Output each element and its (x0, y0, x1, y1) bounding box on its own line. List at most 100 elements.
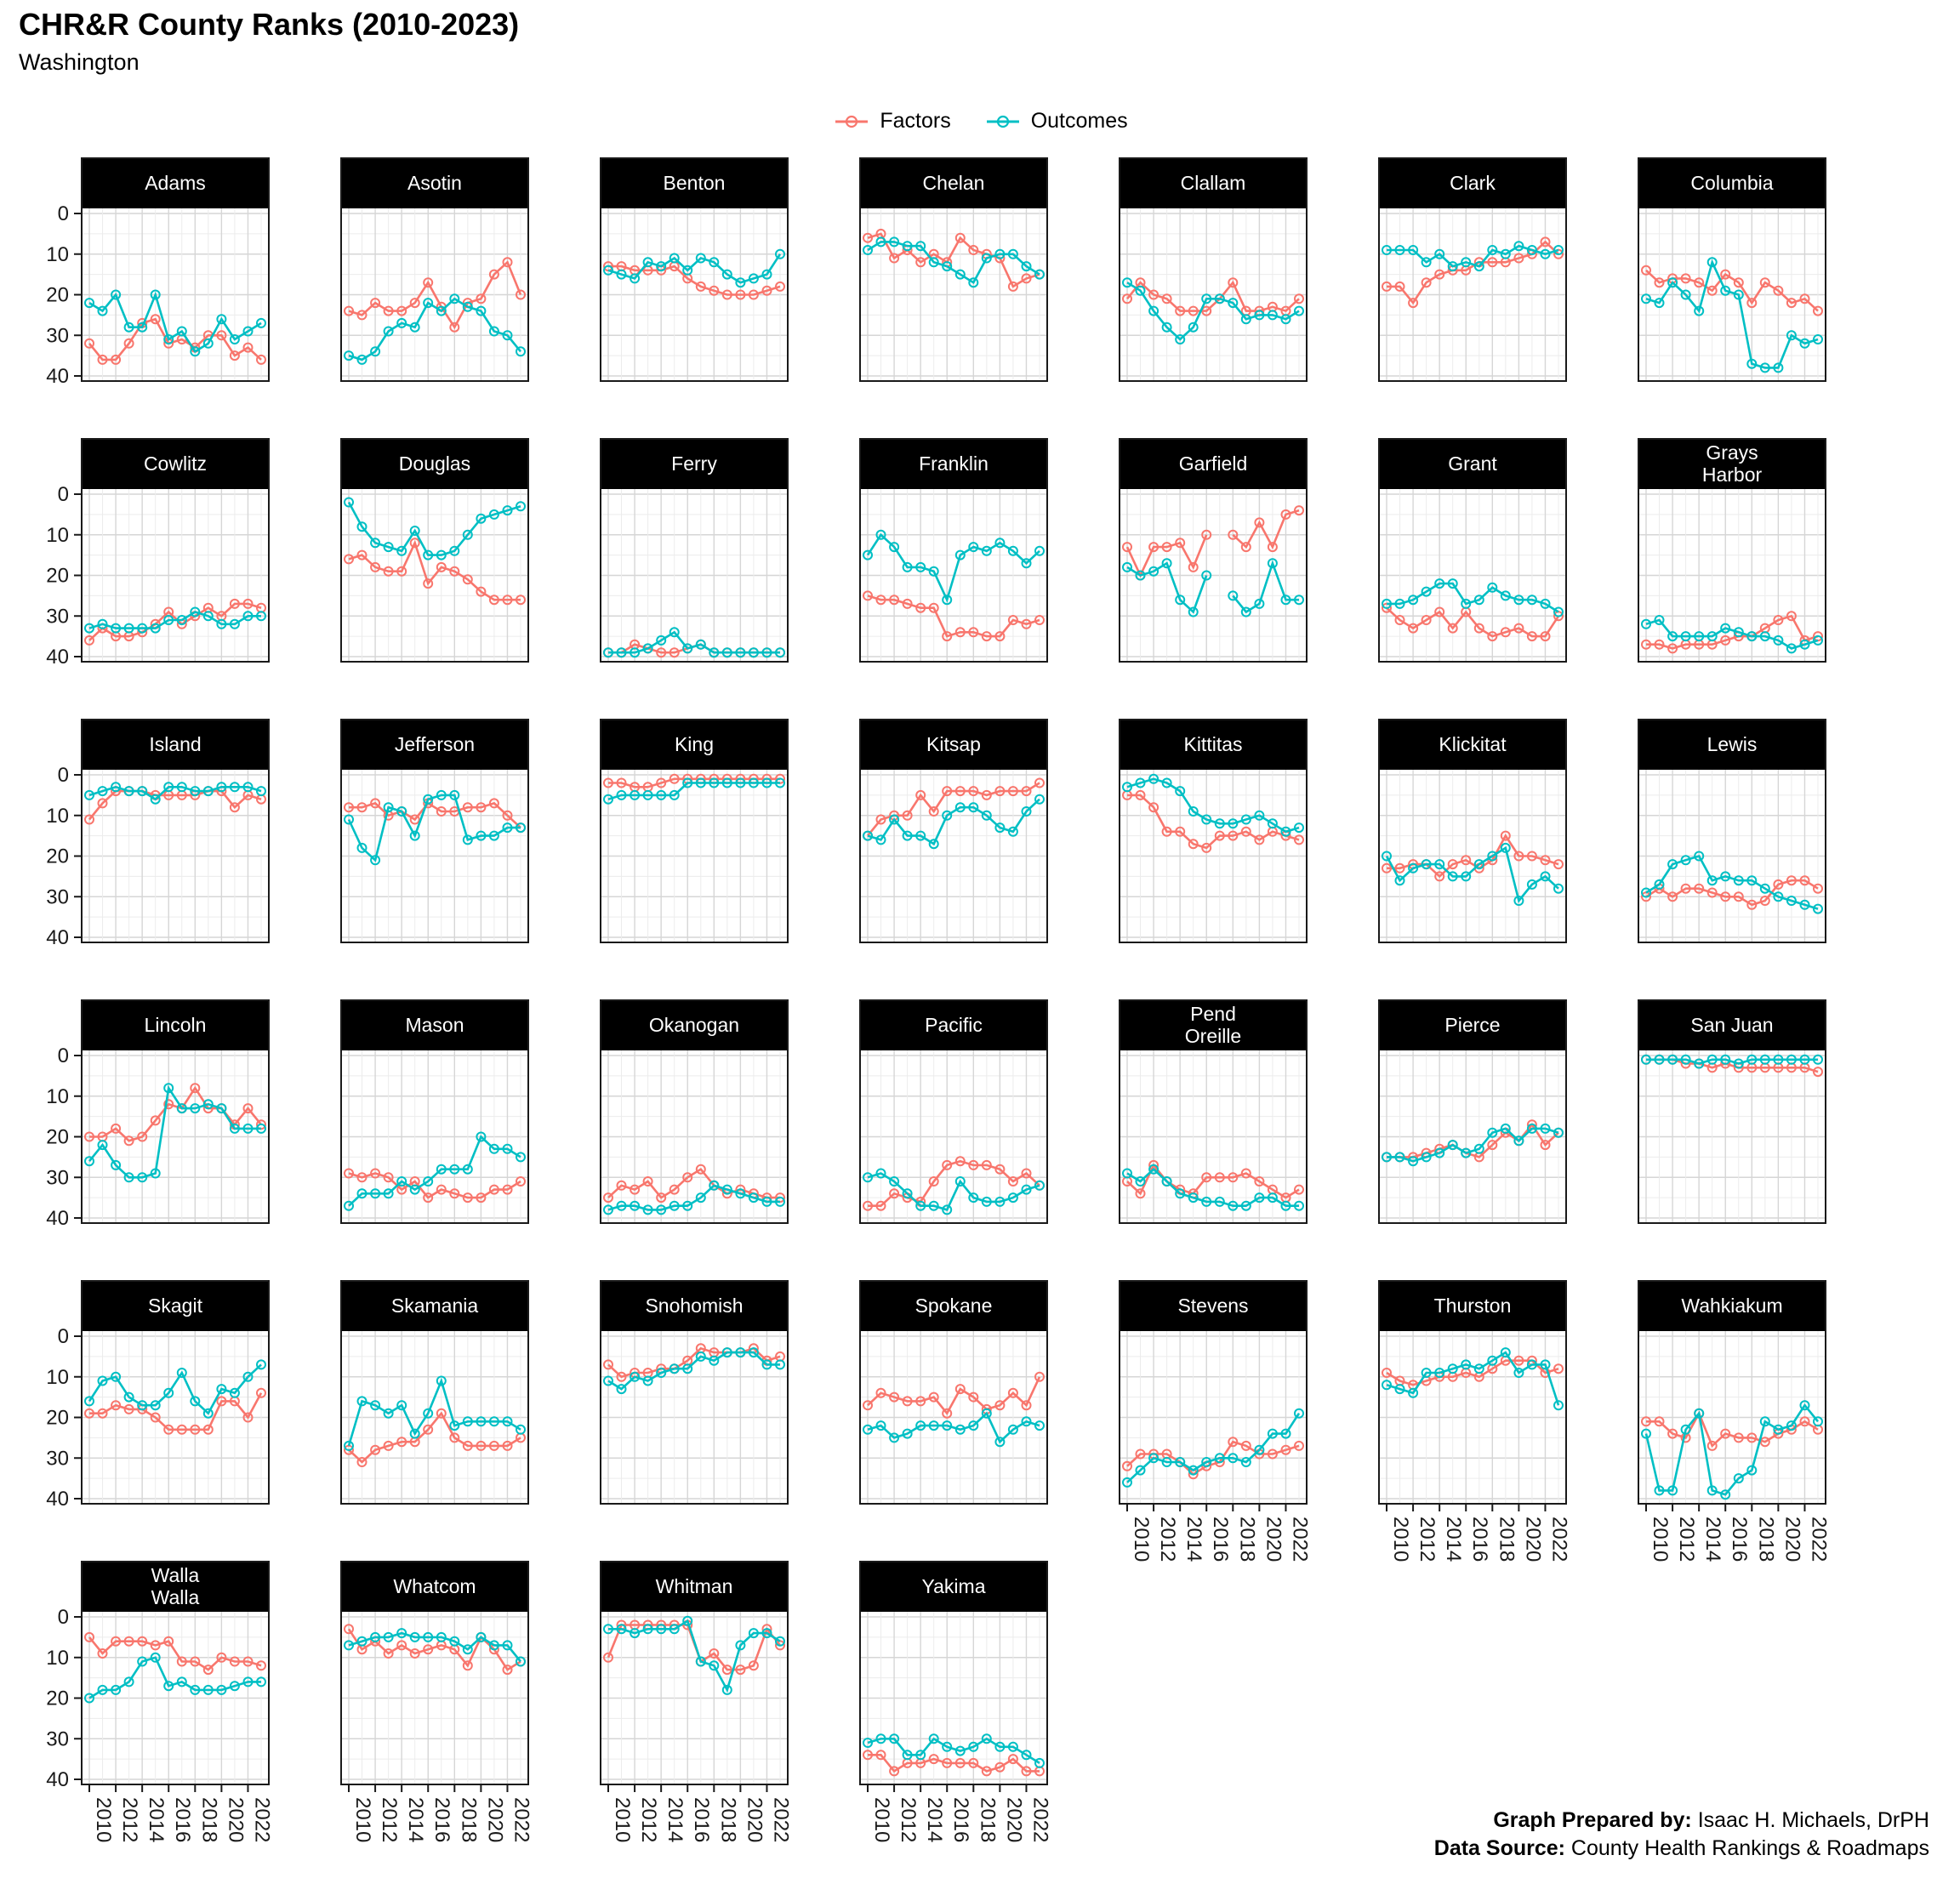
facet-panel-okanogan: Okanogan (600, 999, 789, 1224)
x-tick-label: 2016 (690, 1797, 713, 1842)
y-tick-label: 10 (46, 1366, 69, 1389)
facet-panel-thurston: Thurston 2010 2012 2014 2016 2018 2020 2022 (1378, 1280, 1570, 1562)
facet-panel-whitman: Whitman 2010 2012 2014 2016 2018 2020 2022 (600, 1561, 792, 1842)
legend-label: Outcomes (1030, 109, 1128, 133)
facet-panel-columbia: Columbia (1638, 157, 1826, 382)
facet-panel-grant: Grant (1378, 438, 1567, 663)
facet-panel-adams: Adams (81, 157, 270, 382)
x-tick-label: 2016 (1468, 1517, 1491, 1562)
x-tick-label: 2010 (611, 1797, 634, 1842)
x-tick-label: 2016 (949, 1797, 972, 1842)
legend-item-factors: Factors (832, 109, 951, 134)
facet-grid: 0 10 20 30 40 Adams Asotin Benton Chelan Clallam C… (0, 157, 1897, 1842)
facet-strip-label: Okanogan (649, 1014, 739, 1036)
facet-row-2: 0 10 20 30 40 Cowlitz Douglas Ferry Franklin Garf… (0, 438, 1897, 719)
y-tick-label: 40 (46, 365, 69, 388)
x-tick-label: 2018 (1495, 1517, 1518, 1562)
y-tick-label: 10 (46, 1647, 69, 1670)
facet-panel-clark: Clark (1378, 157, 1567, 382)
y-tick-label: 10 (46, 524, 69, 547)
footer-credits: Graph Prepared by: Isaac H. Michaels, Dr… (1434, 1807, 1929, 1863)
facet-row-5: 0 10 20 30 40 Skagit Skamania Snohomish Spokane S… (0, 1280, 1897, 1562)
facet-panel-lewis: Lewis (1638, 719, 1826, 943)
facet-row-4: 0 10 20 30 40 Lincoln Mason Okanogan Pacific Pend… (0, 999, 1897, 1280)
x-tick-label: 2020 (1262, 1517, 1285, 1562)
facet-strip-label: Yakima (922, 1575, 986, 1597)
x-tick-label: 2020 (743, 1797, 766, 1842)
y-tick-label: 20 (46, 845, 69, 868)
facet-panel-klickitat: Klickitat (1378, 719, 1567, 943)
y-tick-label: 0 (58, 1044, 69, 1067)
facet-strip-label: Stevens (1177, 1295, 1248, 1317)
facet-strip-label: Island (149, 733, 201, 755)
facet-strip-label: Lewis (1707, 733, 1758, 755)
facet-row-1: 0 10 20 30 40 Adams Asotin Benton Chelan Clallam C… (0, 157, 1897, 438)
facet-strip-label: Whatcom (393, 1575, 476, 1597)
facet-strip-label: Mason (405, 1014, 464, 1036)
x-tick-label: 2012 (897, 1797, 920, 1842)
legend-label: Factors (880, 109, 951, 133)
x-tick-label: 2022 (1807, 1517, 1830, 1562)
facet-strip-label: Kitsap (926, 733, 981, 755)
x-tick-label: 2018 (1754, 1517, 1777, 1562)
y-tick-label: 20 (46, 1126, 69, 1149)
facet-strip-label: Harbor (1702, 464, 1763, 486)
x-tick-label: 2022 (510, 1797, 533, 1842)
x-tick-label: 2012 (1156, 1517, 1179, 1562)
x-tick-label: 2012 (637, 1797, 660, 1842)
chart-title: CHR&R County Ranks (2010-2023) (19, 7, 520, 42)
y-tick-label: 10 (46, 805, 69, 828)
legend: Factors Outcomes (0, 109, 1960, 134)
x-tick-label: 2012 (378, 1797, 401, 1842)
y-tick-label: 0 (58, 1606, 69, 1629)
facet-strip-label: Garfield (1179, 452, 1248, 475)
facet-strip-label: Ferry (671, 452, 717, 475)
y-tick-label: 0 (58, 483, 69, 506)
facet-strip-label: Chelan (923, 172, 985, 194)
x-tick-label: 2018 (1235, 1517, 1258, 1562)
x-tick-label: 2012 (1416, 1517, 1439, 1562)
y-tick-label: 40 (46, 1207, 69, 1230)
facet-panel-jefferson: Jefferson (340, 719, 529, 943)
x-tick-label: 2022 (1028, 1797, 1051, 1842)
facet-strip-label: Lincoln (145, 1014, 207, 1036)
y-axis: 0 10 20 30 40 (46, 1606, 81, 1791)
facet-strip-label: Columbia (1690, 172, 1773, 194)
facet-strip-label: Klickitat (1439, 733, 1507, 755)
facet-panel-kitsap: Kitsap (859, 719, 1048, 943)
facet-strip-label: Jefferson (395, 733, 475, 755)
x-tick-label: 2016 (171, 1797, 194, 1842)
facet-strip-label: Pacific (925, 1014, 983, 1036)
x-tick-label: 2020 (1002, 1797, 1025, 1842)
facet-strip-label: Pend (1190, 1003, 1236, 1025)
facet-panel-cowlitz: Cowlitz (81, 438, 270, 663)
footer-prepared-by: Graph Prepared by: Isaac H. Michaels, Dr… (1493, 1808, 1929, 1832)
facet-panel-island: Island (81, 719, 270, 943)
facet-strip-label: Clark (1450, 172, 1496, 194)
facet-strip-label: Grant (1448, 452, 1497, 475)
x-tick-label: 2020 (224, 1797, 247, 1842)
facet-panel-garfield: Garfield (1119, 438, 1308, 663)
y-tick-label: 30 (46, 1447, 69, 1470)
facet-panel-snohomish: Snohomish (600, 1280, 789, 1505)
facet-panel-pacific: Pacific (859, 999, 1048, 1224)
y-tick-label: 40 (46, 926, 69, 949)
x-tick-label: 2022 (250, 1797, 273, 1842)
y-tick-label: 40 (46, 1768, 69, 1791)
facet-panel-stevens: Stevens 2010 2012 2014 2016 2018 2020 2022 (1119, 1280, 1311, 1562)
x-tick-label: 2010 (1389, 1517, 1412, 1562)
facet-strip-label: Asotin (407, 172, 462, 194)
facet-panel-skamania: Skamania (340, 1280, 529, 1505)
y-tick-label: 40 (46, 646, 69, 669)
y-tick-label: 0 (58, 764, 69, 787)
facet-panel-clallam: Clallam (1119, 157, 1308, 382)
facet-panel-wahkiakum: Wahkiakum 2010 2012 2014 2016 2018 2020 2022 (1638, 1280, 1830, 1562)
chart-subtitle: Washington (19, 49, 140, 75)
facet-panel-asotin: Asotin (340, 157, 529, 382)
x-tick-label: 2014 (1701, 1517, 1724, 1562)
y-tick-label: 30 (46, 1727, 69, 1750)
x-tick-label: 2010 (351, 1797, 374, 1842)
facet-strip-label: King (675, 733, 714, 755)
